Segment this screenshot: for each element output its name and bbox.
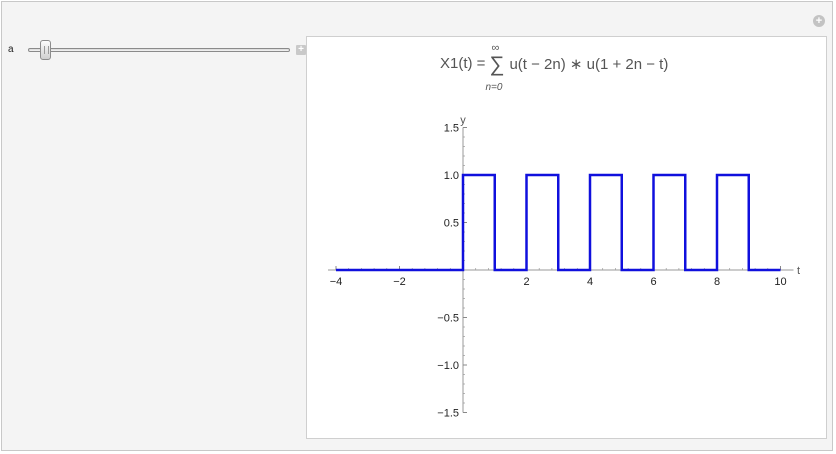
- y-tick-label: −1.0: [437, 360, 459, 372]
- sum-upper-limit: ∞: [491, 42, 500, 54]
- x-tick-label: 8: [714, 276, 720, 288]
- plus-circle-icon[interactable]: +: [813, 15, 825, 27]
- slider-control: a +: [8, 40, 306, 60]
- formula-lhs: X1(t) =: [440, 55, 486, 72]
- formula-rhs: u(t − 2n) ∗ u(1 + 2n − t): [509, 56, 669, 73]
- x-tick-label: 4: [587, 276, 593, 288]
- parameter-label: a: [8, 44, 14, 55]
- signal-line: [336, 173, 781, 272]
- x-tick-label: 2: [523, 276, 529, 288]
- x-tick-label: 6: [650, 276, 656, 288]
- slider-thumb[interactable]: [39, 40, 51, 60]
- plot-panel: [306, 36, 827, 439]
- x-tick-label: −2: [393, 276, 406, 288]
- y-tick-label: 1.0: [444, 170, 459, 182]
- expand-controls-button[interactable]: +: [296, 45, 306, 55]
- x-axis-label: t: [797, 265, 800, 277]
- y-tick-label: 0.5: [444, 218, 459, 230]
- y-axis-label: y: [460, 115, 466, 127]
- x-tick-label: −4: [330, 276, 343, 288]
- summation: ∞ ∑ n=0: [485, 42, 508, 93]
- y-tick-label: 1.5: [444, 123, 459, 135]
- y-tick-label: −1.5: [437, 408, 459, 420]
- y-tick-label: −0.5: [437, 313, 459, 325]
- sum-lower-limit: n=0: [485, 82, 503, 93]
- x-tick-label: 10: [774, 276, 786, 288]
- slider-track[interactable]: [28, 40, 290, 60]
- formula: X1(t) = ∞ ∑ n=0 u(t − 2n) ∗ u(1 + 2n − t): [440, 42, 669, 93]
- sigma-symbol: ∑: [489, 53, 505, 76]
